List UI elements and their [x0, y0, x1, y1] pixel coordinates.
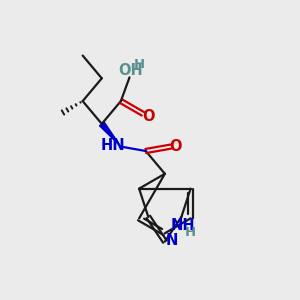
Text: H: H	[185, 226, 196, 239]
Text: O: O	[142, 109, 155, 124]
Text: H: H	[134, 58, 145, 71]
Text: N: N	[165, 232, 178, 247]
Text: HN: HN	[100, 138, 125, 153]
Text: OH: OH	[118, 63, 143, 78]
Text: O: O	[170, 139, 182, 154]
Polygon shape	[100, 122, 121, 147]
Text: NH: NH	[171, 218, 195, 233]
